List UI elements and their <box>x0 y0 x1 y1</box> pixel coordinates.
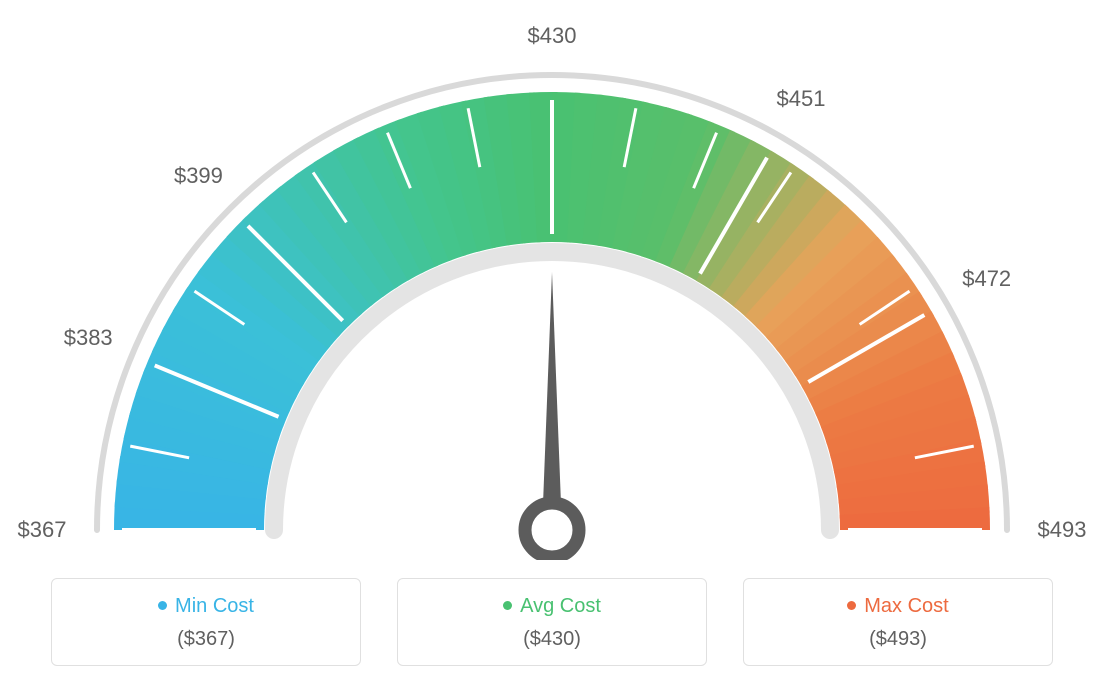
gauge-tick-label: $472 <box>962 266 1011 292</box>
legend-avg-dot <box>503 601 512 610</box>
gauge-tick-label: $451 <box>777 86 826 112</box>
legend-avg-title: Avg Cost <box>408 595 696 618</box>
legend-max-box: Max Cost ($493) <box>743 578 1053 666</box>
legend-avg-value: ($430) <box>408 628 696 651</box>
gauge-tick-label: $383 <box>64 325 113 351</box>
gauge-svg <box>0 0 1104 560</box>
gauge-tick-label: $367 <box>18 517 67 543</box>
legend-min-box: Min Cost ($367) <box>51 578 361 666</box>
legend-min-label: Min Cost <box>175 595 254 617</box>
legend-max-label: Max Cost <box>864 595 948 617</box>
gauge-chart: $367 $383 $399 $430 $451 $472 $493 <box>0 0 1104 560</box>
gauge-tick-label: $493 <box>1038 517 1087 543</box>
legend-max-title: Max Cost <box>754 595 1042 618</box>
gauge-tick-label: $430 <box>528 23 577 49</box>
legend-max-dot <box>847 601 856 610</box>
legend-avg-box: Avg Cost ($430) <box>397 578 707 666</box>
gauge-tick-label: $399 <box>174 163 223 189</box>
legend-max-value: ($493) <box>754 628 1042 651</box>
legend-min-title: Min Cost <box>62 595 350 618</box>
legend-row: Min Cost ($367) Avg Cost ($430) Max Cost… <box>0 578 1104 666</box>
legend-min-value: ($367) <box>62 628 350 651</box>
legend-avg-label: Avg Cost <box>520 595 601 617</box>
legend-min-dot <box>158 601 167 610</box>
